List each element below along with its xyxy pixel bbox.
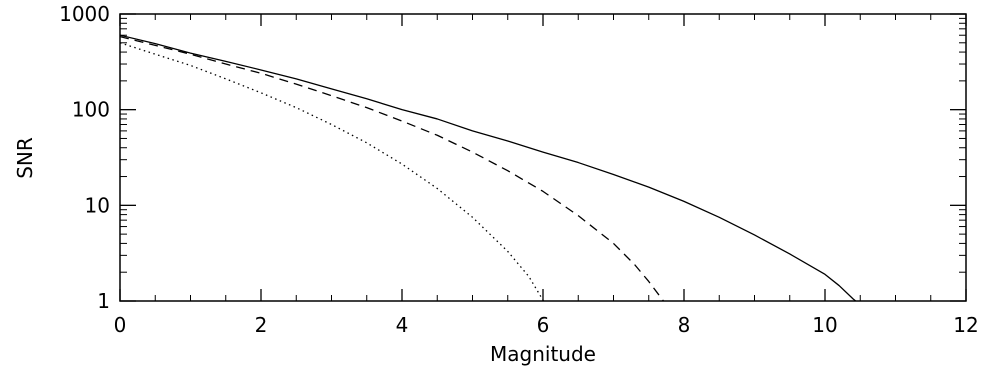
tick-labels-layer: 0 2 4 6 8 10 12 1 10 100 1000 — [59, 2, 979, 337]
x-tick-label: 0 — [114, 313, 127, 337]
x-tick-label: 2 — [255, 313, 268, 337]
x-tick-label: 8 — [678, 313, 691, 337]
y-tick-label: 1000 — [59, 2, 110, 26]
x-tick-label: 6 — [537, 313, 550, 337]
y-tick-label: 1 — [97, 289, 110, 313]
x-tick-label: 10 — [812, 313, 837, 337]
series-line-solid — [120, 34, 857, 301]
ticks-layer — [119, 13, 967, 302]
x-tick-label: 4 — [396, 313, 409, 337]
y-axis-title: SNR — [13, 137, 37, 179]
x-axis-title: Magnitude — [490, 342, 596, 366]
plot-frame — [119, 13, 967, 302]
series-line-dashed — [120, 35, 665, 301]
x-tick-label: 12 — [953, 313, 978, 337]
y-tick-label: 100 — [72, 98, 110, 122]
series-line-dotted — [120, 42, 545, 301]
y-tick-label: 10 — [85, 193, 110, 217]
series-layer — [120, 34, 857, 301]
